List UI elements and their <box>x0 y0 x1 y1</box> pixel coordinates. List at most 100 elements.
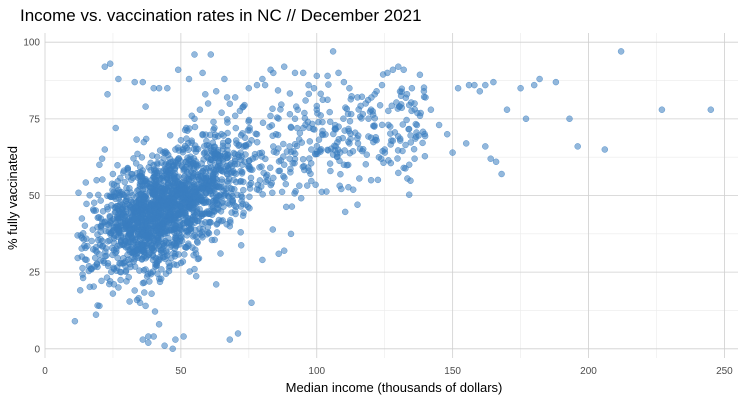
data-point <box>293 142 301 150</box>
data-point <box>132 198 140 206</box>
data-point <box>104 192 111 200</box>
data-point <box>371 122 378 129</box>
data-point <box>313 72 321 80</box>
data-point <box>224 154 231 162</box>
data-point <box>173 229 181 236</box>
data-point <box>210 166 217 174</box>
data-point <box>246 157 253 164</box>
data-point <box>280 140 287 148</box>
data-point <box>420 93 428 101</box>
data-point <box>380 159 387 167</box>
data-point <box>92 311 100 318</box>
data-point <box>183 218 191 225</box>
data-point <box>240 186 247 194</box>
data-point <box>498 170 505 178</box>
data-point <box>159 187 166 195</box>
data-point <box>269 105 276 113</box>
data-point <box>259 191 266 198</box>
data-point <box>150 84 157 92</box>
data-point <box>366 108 374 115</box>
data-point <box>101 219 108 226</box>
data-point <box>138 214 145 221</box>
data-point <box>276 167 284 175</box>
data-point <box>354 140 362 147</box>
data-point <box>237 156 245 163</box>
data-point <box>335 123 342 130</box>
data-point <box>237 229 244 236</box>
data-point <box>246 124 253 132</box>
data-point <box>221 75 228 83</box>
data-point <box>364 96 372 104</box>
data-point <box>99 176 106 183</box>
data-point <box>405 191 413 198</box>
data-point <box>95 236 102 244</box>
data-point <box>114 233 121 241</box>
data-point <box>340 115 347 122</box>
data-point <box>305 81 312 89</box>
data-point <box>142 302 149 310</box>
data-point <box>287 169 294 176</box>
data-point <box>315 136 323 143</box>
data-point <box>296 182 303 189</box>
data-point <box>252 130 260 138</box>
data-point <box>517 84 524 92</box>
data-point <box>312 181 319 189</box>
data-point <box>407 132 414 139</box>
data-point <box>75 189 82 197</box>
data-point <box>235 142 242 149</box>
data-point <box>177 137 185 144</box>
data-point <box>256 164 263 171</box>
data-point <box>399 147 406 155</box>
data-point <box>413 129 420 136</box>
data-point <box>95 191 102 199</box>
data-point <box>165 192 173 199</box>
data-point <box>96 161 103 169</box>
data-point <box>109 170 117 178</box>
data-point <box>282 180 290 188</box>
data-point <box>326 160 334 167</box>
data-point <box>186 268 193 275</box>
data-point <box>160 177 168 185</box>
data-point <box>208 151 215 158</box>
data-point <box>389 66 397 74</box>
data-point <box>291 159 298 167</box>
data-point <box>173 261 181 269</box>
data-point <box>179 148 187 156</box>
data-point <box>125 273 132 281</box>
y-tick-label: 100 <box>23 38 40 49</box>
data-point <box>216 166 223 173</box>
data-point <box>269 226 277 233</box>
data-point <box>130 155 137 162</box>
data-point <box>131 263 139 270</box>
data-point <box>262 173 270 180</box>
data-point <box>78 215 86 222</box>
data-point <box>376 102 384 109</box>
data-point <box>106 214 114 221</box>
data-point <box>402 141 409 149</box>
data-point <box>232 170 240 178</box>
data-point <box>295 136 303 143</box>
data-point <box>574 143 581 150</box>
data-point <box>449 149 456 156</box>
data-point <box>185 178 193 185</box>
data-point <box>266 164 274 172</box>
data-point <box>223 163 230 170</box>
data-point <box>305 124 313 131</box>
data-point <box>148 233 155 241</box>
data-point <box>344 110 352 118</box>
data-point <box>270 143 277 150</box>
data-point <box>170 224 178 231</box>
data-point <box>356 175 363 182</box>
data-point <box>307 160 315 167</box>
data-point <box>112 124 119 132</box>
data-point <box>181 142 189 150</box>
data-point <box>288 203 296 210</box>
data-point <box>202 91 209 98</box>
data-point <box>206 131 214 139</box>
data-point <box>242 141 250 149</box>
data-point <box>224 119 231 126</box>
data-point <box>462 140 470 147</box>
data-point <box>487 155 494 162</box>
data-point <box>396 103 403 110</box>
